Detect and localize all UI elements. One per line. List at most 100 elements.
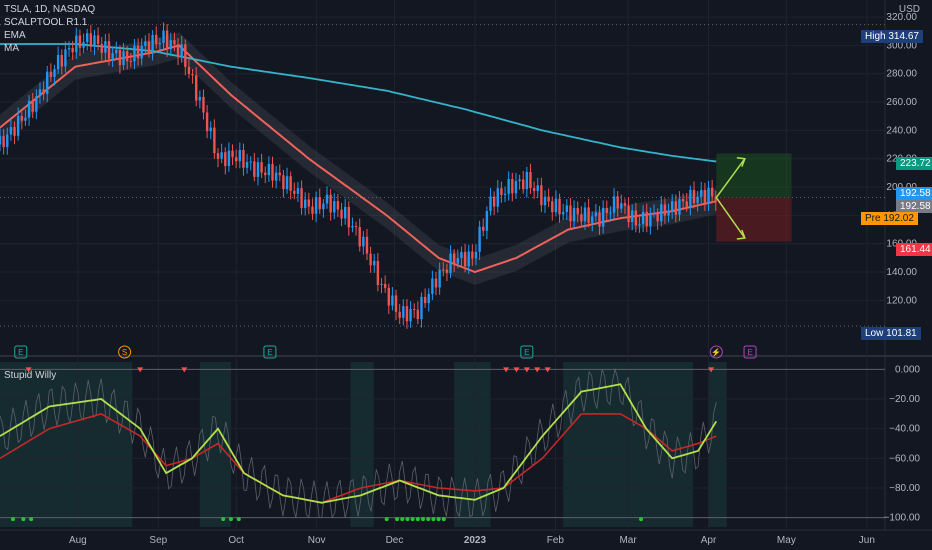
candle-body: [136, 45, 140, 59]
candle-body: [31, 100, 34, 112]
candle-body: [354, 225, 358, 228]
candle-body: [383, 283, 387, 288]
event-marker: E: [14, 345, 28, 359]
candle-body: [576, 207, 579, 215]
time-tick-label: Oct: [228, 535, 244, 546]
candle-body: [96, 35, 100, 44]
oversold-dot: [421, 517, 426, 522]
candle-body: [569, 205, 572, 222]
candle-body: [325, 194, 329, 204]
high-tag: High 314.67: [861, 30, 923, 43]
candle-body: [496, 188, 499, 207]
time-tick-label: May: [777, 535, 796, 546]
indicator-ema[interactable]: EMA: [4, 30, 26, 41]
candle-body: [427, 293, 430, 304]
oversold-dot: [426, 517, 431, 522]
candle-body: [202, 96, 205, 113]
candle-body: [645, 211, 648, 227]
arrow-up-head: [736, 156, 746, 167]
candle-body: [703, 189, 707, 204]
price-tick-label: 260.00: [886, 97, 917, 108]
candle-body: [195, 75, 198, 101]
overbought-marker: [513, 367, 520, 373]
candle-body: [187, 66, 191, 75]
arrow-up: [715, 158, 746, 198]
oscillator-zone: [0, 362, 133, 527]
candle-body: [692, 189, 696, 204]
candle-body: [536, 185, 539, 191]
oversold-dot: [21, 517, 26, 522]
candle-body: [558, 198, 561, 215]
oscillator-label[interactable]: Stupid Willy: [4, 370, 57, 381]
candle-body: [609, 212, 612, 214]
oversold-dot: [29, 517, 34, 522]
candle-body: [93, 35, 96, 47]
oversold-dot: [415, 517, 420, 522]
candle-body: [46, 71, 49, 94]
candle-body: [35, 96, 38, 112]
candle-body: [351, 225, 354, 228]
osc-tick-label: −20.00: [889, 394, 920, 405]
time-tick-label: Nov: [308, 535, 326, 546]
time-tick-label: Aug: [69, 535, 87, 546]
event-marker-box: [520, 345, 534, 359]
target-tag: 223.72: [896, 157, 932, 170]
candle-body: [591, 216, 594, 223]
candle-body: [227, 150, 231, 167]
candle-body: [376, 260, 380, 285]
candle-body: [329, 194, 332, 213]
low-tag: Low 101.81: [861, 327, 921, 340]
stop-tag: 161.44: [896, 243, 932, 256]
candle-body: [104, 41, 107, 53]
candle-body: [245, 162, 249, 168]
candle-body: [394, 295, 398, 312]
candle-body: [532, 188, 536, 191]
overbought-marker: [544, 367, 551, 373]
candle-body: [674, 201, 678, 215]
candle-body: [2, 136, 5, 148]
candle-body: [369, 253, 372, 266]
candle-body: [27, 100, 31, 118]
price-tick-label: 140.00: [886, 267, 917, 278]
candle-body: [707, 187, 710, 204]
indicator-ma[interactable]: MA: [4, 43, 19, 54]
candle-body: [398, 311, 401, 318]
candle-body: [38, 89, 42, 97]
candle-body: [714, 196, 717, 203]
event-marker-letter: E: [747, 348, 752, 357]
candle-body: [60, 54, 63, 67]
candle-body: [471, 251, 474, 259]
candle-body: [685, 201, 688, 207]
oversold-dot: [639, 517, 644, 522]
candle-body: [373, 260, 376, 266]
candle-body: [460, 251, 463, 258]
candle-body: [631, 210, 634, 223]
overbought-marker: [708, 367, 715, 373]
symbol-title: TSLA, 1D, NASDAQ: [4, 4, 96, 15]
candle-body: [115, 49, 118, 54]
candle-body: [594, 212, 598, 217]
indicator-scalptool[interactable]: SCALPTOOL R1.1: [4, 17, 88, 28]
candle-body: [340, 209, 343, 219]
candle-body: [420, 296, 423, 320]
osc-tick-label: −60.00: [889, 453, 920, 464]
candle-body: [231, 150, 234, 158]
last-close-tag: 192.58: [896, 200, 932, 213]
candle-body: [522, 179, 525, 190]
overbought-marker: [534, 367, 541, 373]
candle-body: [681, 199, 685, 202]
time-tick-label: 2023: [464, 535, 487, 546]
candle-body: [173, 40, 176, 45]
candle-body: [162, 30, 165, 44]
oversold-dot: [384, 517, 389, 522]
candle-body: [652, 212, 656, 214]
candle-body: [118, 49, 122, 66]
candle-body: [144, 41, 147, 46]
candle-body: [358, 227, 361, 247]
candle-body: [282, 175, 285, 190]
candle-body: [561, 212, 565, 215]
candle-body: [500, 188, 503, 195]
oversold-dot: [431, 517, 436, 522]
oversold-dot: [400, 517, 405, 522]
